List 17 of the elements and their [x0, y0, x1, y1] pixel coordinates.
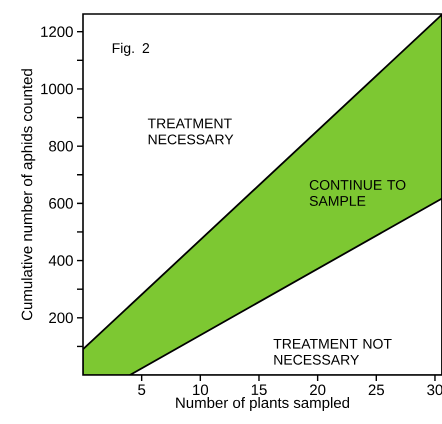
x-tick-label: 25	[368, 384, 384, 396]
x-tick-label: 5	[138, 384, 146, 395]
annotation: CONTINUE TO SAMPLE	[310, 180, 406, 206]
y-axis-title: Cumulative number of aphids counted	[21, 69, 36, 320]
x-axis-title: Number of plants sampled	[176, 397, 350, 411]
annotation: TREATMENT NOT NECESSARY	[274, 338, 392, 365]
x-tick-label: 20	[310, 384, 326, 396]
x-tick-label: 15	[252, 384, 267, 395]
y-tick-label: 1200	[41, 26, 73, 38]
y-tick-label: 600	[49, 198, 73, 209]
y-tick-label: 1000	[41, 84, 73, 94]
y-tick-label: 200	[49, 312, 73, 324]
x-tick-label: 10	[193, 384, 208, 396]
annotation: Fig. 2	[112, 42, 150, 56]
annotation: TREATMENT NECESSARY	[148, 118, 234, 144]
y-tick-label: 400	[48, 255, 73, 266]
y-tick-label: 800	[49, 140, 73, 152]
